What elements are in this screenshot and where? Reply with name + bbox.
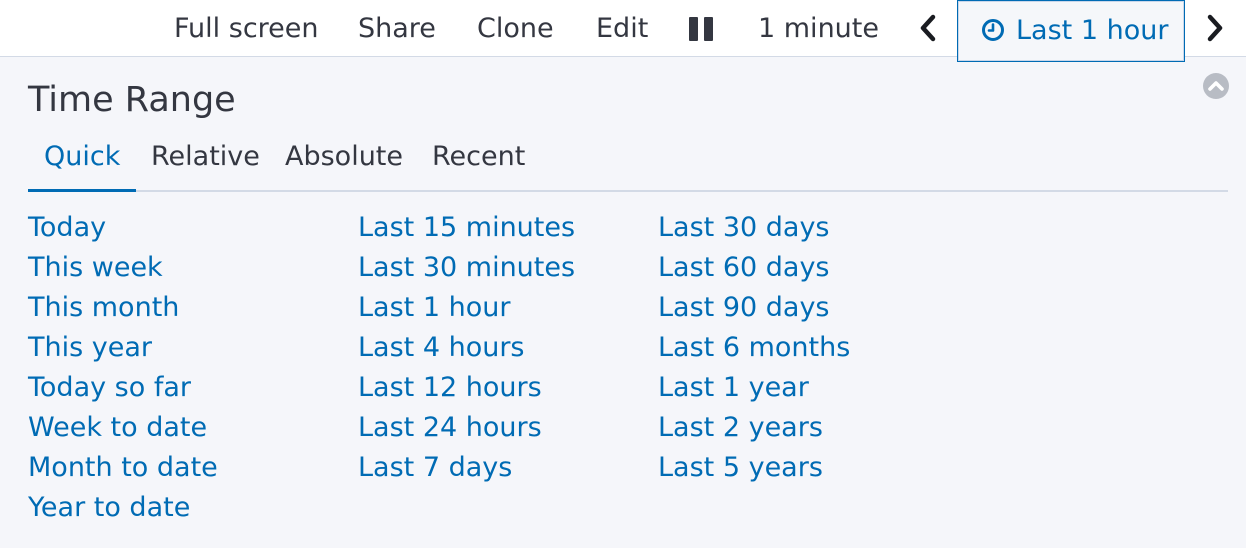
quick-range-link[interactable]: Month to date [28,452,218,483]
quick-range-link[interactable]: Last 24 hours [358,412,542,443]
quick-range-link[interactable]: Last 12 hours [358,372,542,403]
quick-range-link[interactable]: Last 90 days [658,292,830,323]
quick-range-link[interactable]: Last 2 years [658,412,823,443]
quick-list-column-2: Last 15 minutes Last 30 minutes Last 1 h… [358,208,575,488]
quick-range-link[interactable]: Last 60 days [658,252,830,283]
refresh-interval-button[interactable]: 1 minute [758,13,879,44]
quick-range-link[interactable]: Last 1 hour [358,292,511,323]
tab-quick[interactable]: Quick [28,130,137,192]
edit-button[interactable]: Edit [596,13,649,44]
quick-range-link[interactable]: Last 1 year [658,372,809,403]
quick-list-column-3: Last 30 days Last 60 days Last 90 days L… [658,208,850,488]
full-screen-button[interactable]: Full screen [174,13,319,44]
quick-list-column-1: Today This week This month This year Tod… [28,208,218,528]
quick-range-link[interactable]: Today [28,212,107,243]
tab-absolute[interactable]: Absolute [285,141,404,172]
quick-range-link[interactable]: Last 30 days [658,212,830,243]
quick-range-link[interactable]: This year [28,332,152,363]
tab-recent[interactable]: Recent [432,141,526,172]
quick-range-link[interactable]: Last 15 minutes [358,212,576,243]
share-button[interactable]: Share [358,13,436,44]
time-picker-label: Last 1 hour [1016,15,1169,46]
quick-range-link[interactable]: This month [28,292,180,323]
quick-range-link[interactable]: Week to date [28,412,208,443]
quick-range-link[interactable]: Last 6 months [658,332,851,363]
quick-range-link[interactable]: Last 7 days [358,452,513,483]
quick-range-link[interactable]: Last 4 hours [358,332,525,363]
quick-range-link[interactable]: Today so far [28,372,191,403]
quick-range-link[interactable]: Last 30 minutes [358,252,576,283]
clone-button[interactable]: Clone [477,13,554,44]
quick-range-link[interactable]: Year to date [28,492,191,523]
chevron-right-icon[interactable] [1204,13,1226,43]
quick-range-link[interactable]: Last 5 years [658,452,823,483]
time-picker-button[interactable]: Last 1 hour [957,0,1185,62]
clock-icon [982,19,1004,41]
panel-title: Time Range [28,80,236,120]
pause-icon[interactable] [689,17,714,41]
quick-range-link[interactable]: This week [28,252,163,283]
top-nav-bar: Full screen Share Clone Edit 1 minute La… [0,0,1246,62]
time-range-tabs: Quick Relative Absolute Recent [28,130,1228,192]
collapse-up-icon[interactable] [1202,72,1230,100]
chevron-left-icon[interactable] [917,13,939,43]
tab-relative[interactable]: Relative [151,141,260,172]
